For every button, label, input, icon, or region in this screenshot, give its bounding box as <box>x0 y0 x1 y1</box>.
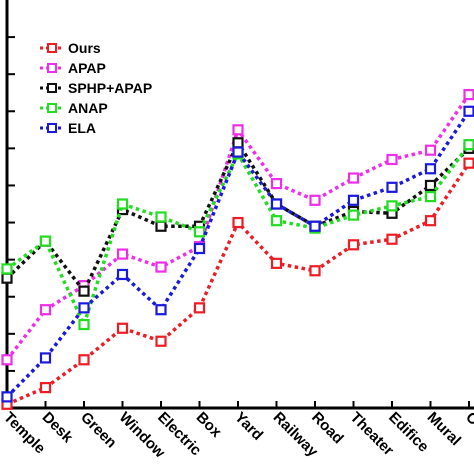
data-point <box>309 265 321 277</box>
data-point <box>78 354 90 366</box>
x-tick-label: Box <box>193 409 226 442</box>
legend-item: ELA <box>40 120 96 136</box>
data-point <box>116 248 129 260</box>
legend-label: Ours <box>68 40 101 56</box>
data-point <box>1 391 13 403</box>
series-ours <box>1 157 474 410</box>
data-point <box>424 215 437 227</box>
data-point <box>386 233 398 245</box>
data-point <box>39 235 52 247</box>
legend-label: APAP <box>68 60 106 76</box>
data-point <box>424 179 437 192</box>
data-point <box>155 220 167 232</box>
data-point <box>232 216 244 229</box>
x-tick-label: Yard <box>231 409 266 444</box>
data-point <box>270 198 283 210</box>
data-point <box>193 226 206 238</box>
data-point <box>155 304 167 316</box>
series-layer <box>1 88 474 410</box>
data-point <box>78 302 90 314</box>
data-point <box>155 261 167 273</box>
data-point <box>463 139 474 151</box>
data-point <box>309 220 321 232</box>
data-point <box>116 268 129 281</box>
data-point <box>424 144 437 156</box>
data-point <box>116 198 129 210</box>
legend-marker <box>47 103 57 113</box>
data-point <box>386 200 398 212</box>
data-point <box>116 322 129 334</box>
axes <box>5 0 474 410</box>
data-point <box>155 211 167 223</box>
data-point <box>347 239 360 251</box>
data-point <box>39 382 52 394</box>
legend-item: SPHP+APAP <box>40 80 152 96</box>
data-point <box>270 215 283 227</box>
legend: Ours APAP SPHP+APAP ANAP ELA <box>40 40 152 136</box>
legend-label: ANAP <box>68 100 108 116</box>
data-point <box>270 257 283 269</box>
legend-item: ANAP <box>40 100 108 116</box>
legend-label: ELA <box>68 120 96 136</box>
legend-marker <box>47 123 57 133</box>
data-point <box>193 242 206 255</box>
x-tick-label: Green <box>77 409 120 452</box>
data-point <box>270 178 283 190</box>
data-point <box>347 194 360 206</box>
legend-marker <box>47 43 57 53</box>
x-tick-label: C <box>462 409 474 429</box>
data-point <box>424 163 437 175</box>
data-point <box>1 354 13 366</box>
data-point <box>424 190 437 203</box>
legend-label: SPHP+APAP <box>68 80 152 96</box>
data-point <box>347 209 360 221</box>
data-point <box>463 105 474 117</box>
data-point <box>155 335 167 347</box>
data-point <box>78 318 90 331</box>
data-point <box>386 181 398 193</box>
data-point <box>386 153 398 166</box>
series-ela <box>1 105 474 403</box>
legend-marker <box>47 63 57 73</box>
x-tick-label: Temple <box>0 409 48 457</box>
data-point <box>1 272 13 284</box>
data-point <box>309 194 321 206</box>
data-point <box>39 304 52 316</box>
data-point <box>78 285 90 297</box>
data-point <box>347 172 360 184</box>
data-point <box>193 302 206 314</box>
data-point <box>232 124 244 136</box>
data-point <box>463 157 474 169</box>
data-point <box>232 146 244 158</box>
data-point <box>39 352 52 364</box>
legend-item: Ours <box>40 40 101 56</box>
legend-item: APAP <box>40 60 106 76</box>
series-anap <box>1 139 474 331</box>
data-point <box>463 88 474 101</box>
legend-marker <box>47 83 57 93</box>
data-point <box>1 263 13 275</box>
data-point <box>232 137 244 149</box>
